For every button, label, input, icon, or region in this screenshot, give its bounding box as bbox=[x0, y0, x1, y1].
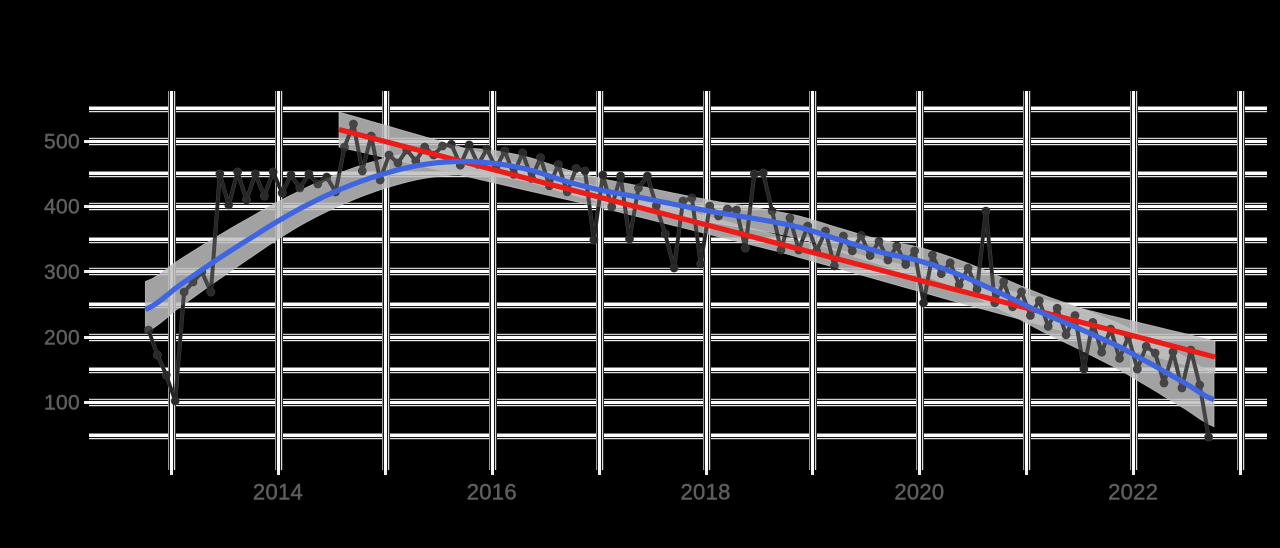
svg-text:200: 200 bbox=[44, 326, 80, 349]
svg-text:500: 500 bbox=[44, 130, 80, 153]
svg-text:2020: 2020 bbox=[894, 480, 944, 505]
svg-text:2014: 2014 bbox=[253, 480, 303, 505]
svg-text:400: 400 bbox=[44, 196, 80, 219]
svg-text:2016: 2016 bbox=[467, 480, 517, 505]
svg-text:2022: 2022 bbox=[1108, 480, 1158, 505]
svg-text:100: 100 bbox=[44, 392, 80, 415]
svg-text:2018: 2018 bbox=[681, 480, 731, 505]
svg-text:300: 300 bbox=[44, 261, 80, 284]
